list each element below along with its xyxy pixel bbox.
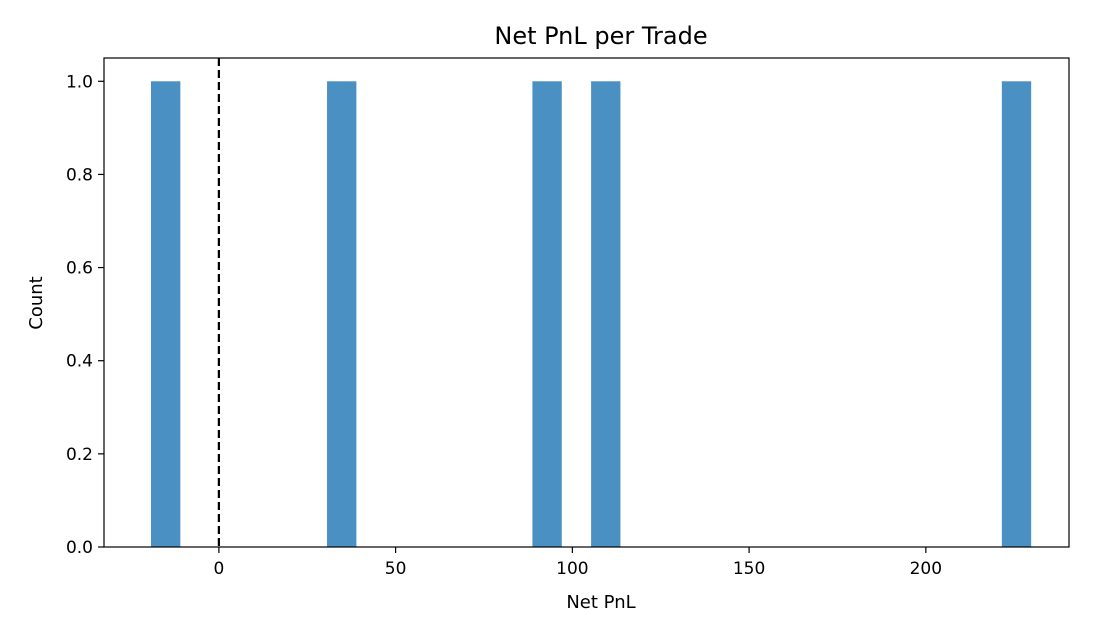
plot-area-frame <box>103 57 1070 548</box>
bars-group <box>151 81 1032 547</box>
x-tick-label: 150 <box>733 559 765 579</box>
y-tick-label: 0.8 <box>66 165 93 185</box>
x-axis-ticks: 0 50 100 150 200 <box>213 547 942 579</box>
y-tick-label: 0.6 <box>66 259 93 279</box>
chart-title: Net PnL per Trade <box>494 22 707 50</box>
y-tick-label: 1.0 <box>66 72 93 92</box>
y-tick-label: 0.0 <box>66 538 93 558</box>
y-tick-label: 0.2 <box>66 445 93 465</box>
histogram-bar-5 <box>1001 81 1032 547</box>
y-axis-label: Count <box>26 276 47 329</box>
histogram-bar-2 <box>327 81 357 547</box>
x-tick-label: 100 <box>556 559 588 579</box>
x-tick-label: 0 <box>213 559 224 579</box>
x-tick-label: 200 <box>910 559 942 579</box>
x-axis-label: Net PnL <box>566 592 635 613</box>
x-tick-label: 50 <box>385 559 407 579</box>
y-axis-ticks: 0.0 0.2 0.4 0.6 0.8 1.0 <box>66 72 104 558</box>
y-tick-label: 0.4 <box>66 352 93 372</box>
histogram-bar-4 <box>591 81 621 547</box>
histogram-bar-3 <box>532 81 562 547</box>
histogram-bar-1 <box>151 81 181 547</box>
